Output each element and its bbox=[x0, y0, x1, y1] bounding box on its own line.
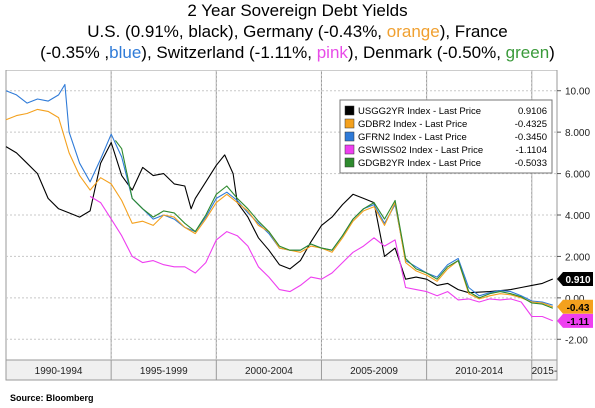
title-text: ), France bbox=[439, 22, 508, 41]
yield-chart: -2.00 0.00 2.000 4.000 6.000 8.000 10.00 1990-1… bbox=[5, 70, 593, 381]
y-tick-label: 6.000 bbox=[565, 170, 590, 181]
legend-value-france: -0.3450 bbox=[515, 132, 547, 143]
last-value-tag-germany bbox=[557, 299, 593, 314]
last-value-label-switzerland: -1.11 bbox=[567, 317, 590, 328]
title-text: ), Denmark (-0.50%, bbox=[347, 43, 506, 62]
legend-swatch-denmark bbox=[344, 157, 355, 168]
y-tick-label: 10.00 bbox=[565, 87, 590, 98]
y-tick-label: 4.000 bbox=[565, 211, 590, 222]
title-text: ) bbox=[549, 43, 555, 62]
y-tick-label: 0.00 bbox=[565, 294, 585, 305]
legend-value-denmark: -0.5033 bbox=[515, 158, 547, 169]
title-line-1: 2 Year Sovereign Debt Yields bbox=[187, 1, 408, 20]
last-value-tag-us bbox=[557, 272, 593, 287]
title-line-2: U.S. (0.91%, black), Germany (-0.43%, or… bbox=[0, 21, 595, 42]
y-tick-label: 2.000 bbox=[565, 252, 590, 263]
x-period-label: 1990-1994 bbox=[35, 366, 83, 377]
legend-swatch-switzerland bbox=[344, 144, 355, 155]
series-line-denmark bbox=[114, 140, 554, 309]
y-tick-label: 8.000 bbox=[565, 128, 590, 139]
legend-label-us: USGG2YR Index - Last Price bbox=[358, 106, 481, 117]
x-period-label: 2005-2009 bbox=[350, 366, 398, 377]
legend-value-germany: -0.4325 bbox=[515, 119, 547, 130]
legend-box bbox=[339, 99, 553, 174]
title-color-word-pink: pink bbox=[316, 43, 348, 62]
legend-value-switzerland: -1.1104 bbox=[515, 145, 547, 156]
legend-swatch-us bbox=[344, 105, 355, 116]
title-color-word-orange: orange bbox=[386, 22, 440, 41]
y-tick-label: -2.00 bbox=[565, 335, 588, 346]
title-color-word-green: green bbox=[505, 43, 550, 62]
chart-title: 2 Year Sovereign Debt Yields U.S. (0.91%… bbox=[0, 0, 595, 63]
legend-label-france: GFRN2 Index - Last Price bbox=[358, 132, 467, 143]
last-value-label-us: 0.910 bbox=[565, 275, 590, 286]
x-period-label: 2015- bbox=[532, 366, 558, 377]
title-line-3: (-0.35% ,blue), Switzerland (-1.11%, pin… bbox=[0, 42, 595, 63]
legend-label-germany: GDBR2 Index - Last Price bbox=[358, 119, 467, 130]
legend-value-us: 0.9106 bbox=[518, 106, 547, 117]
title-color-word-blue: blue bbox=[109, 43, 142, 62]
series-line-us bbox=[5, 141, 554, 294]
title-text: ), Switzerland (-1.11%, bbox=[141, 43, 317, 62]
legend-swatch-france bbox=[344, 131, 355, 142]
legend-label-denmark: GDGB2YR Index - Last Price bbox=[358, 158, 481, 169]
title-text: (-0.35% , bbox=[40, 43, 110, 62]
title-text: U.S. (0.91%, black), Germany (-0.43%, bbox=[87, 22, 387, 41]
x-period-label: 2000-2004 bbox=[245, 366, 293, 377]
series-line-switzerland bbox=[89, 195, 554, 322]
last-value-label-germany: -0.43 bbox=[567, 303, 590, 314]
x-period-label: 1995-1999 bbox=[140, 366, 188, 377]
legend-label-switzerland: GSWISS02 Index - Last Price bbox=[358, 145, 483, 156]
legend-swatch-germany bbox=[344, 118, 355, 129]
x-axis-band bbox=[5, 359, 558, 381]
source-note: Source: Bloomberg bbox=[10, 393, 94, 403]
last-value-tag-switzerland bbox=[557, 313, 593, 328]
x-period-label: 2010-2014 bbox=[455, 366, 503, 377]
